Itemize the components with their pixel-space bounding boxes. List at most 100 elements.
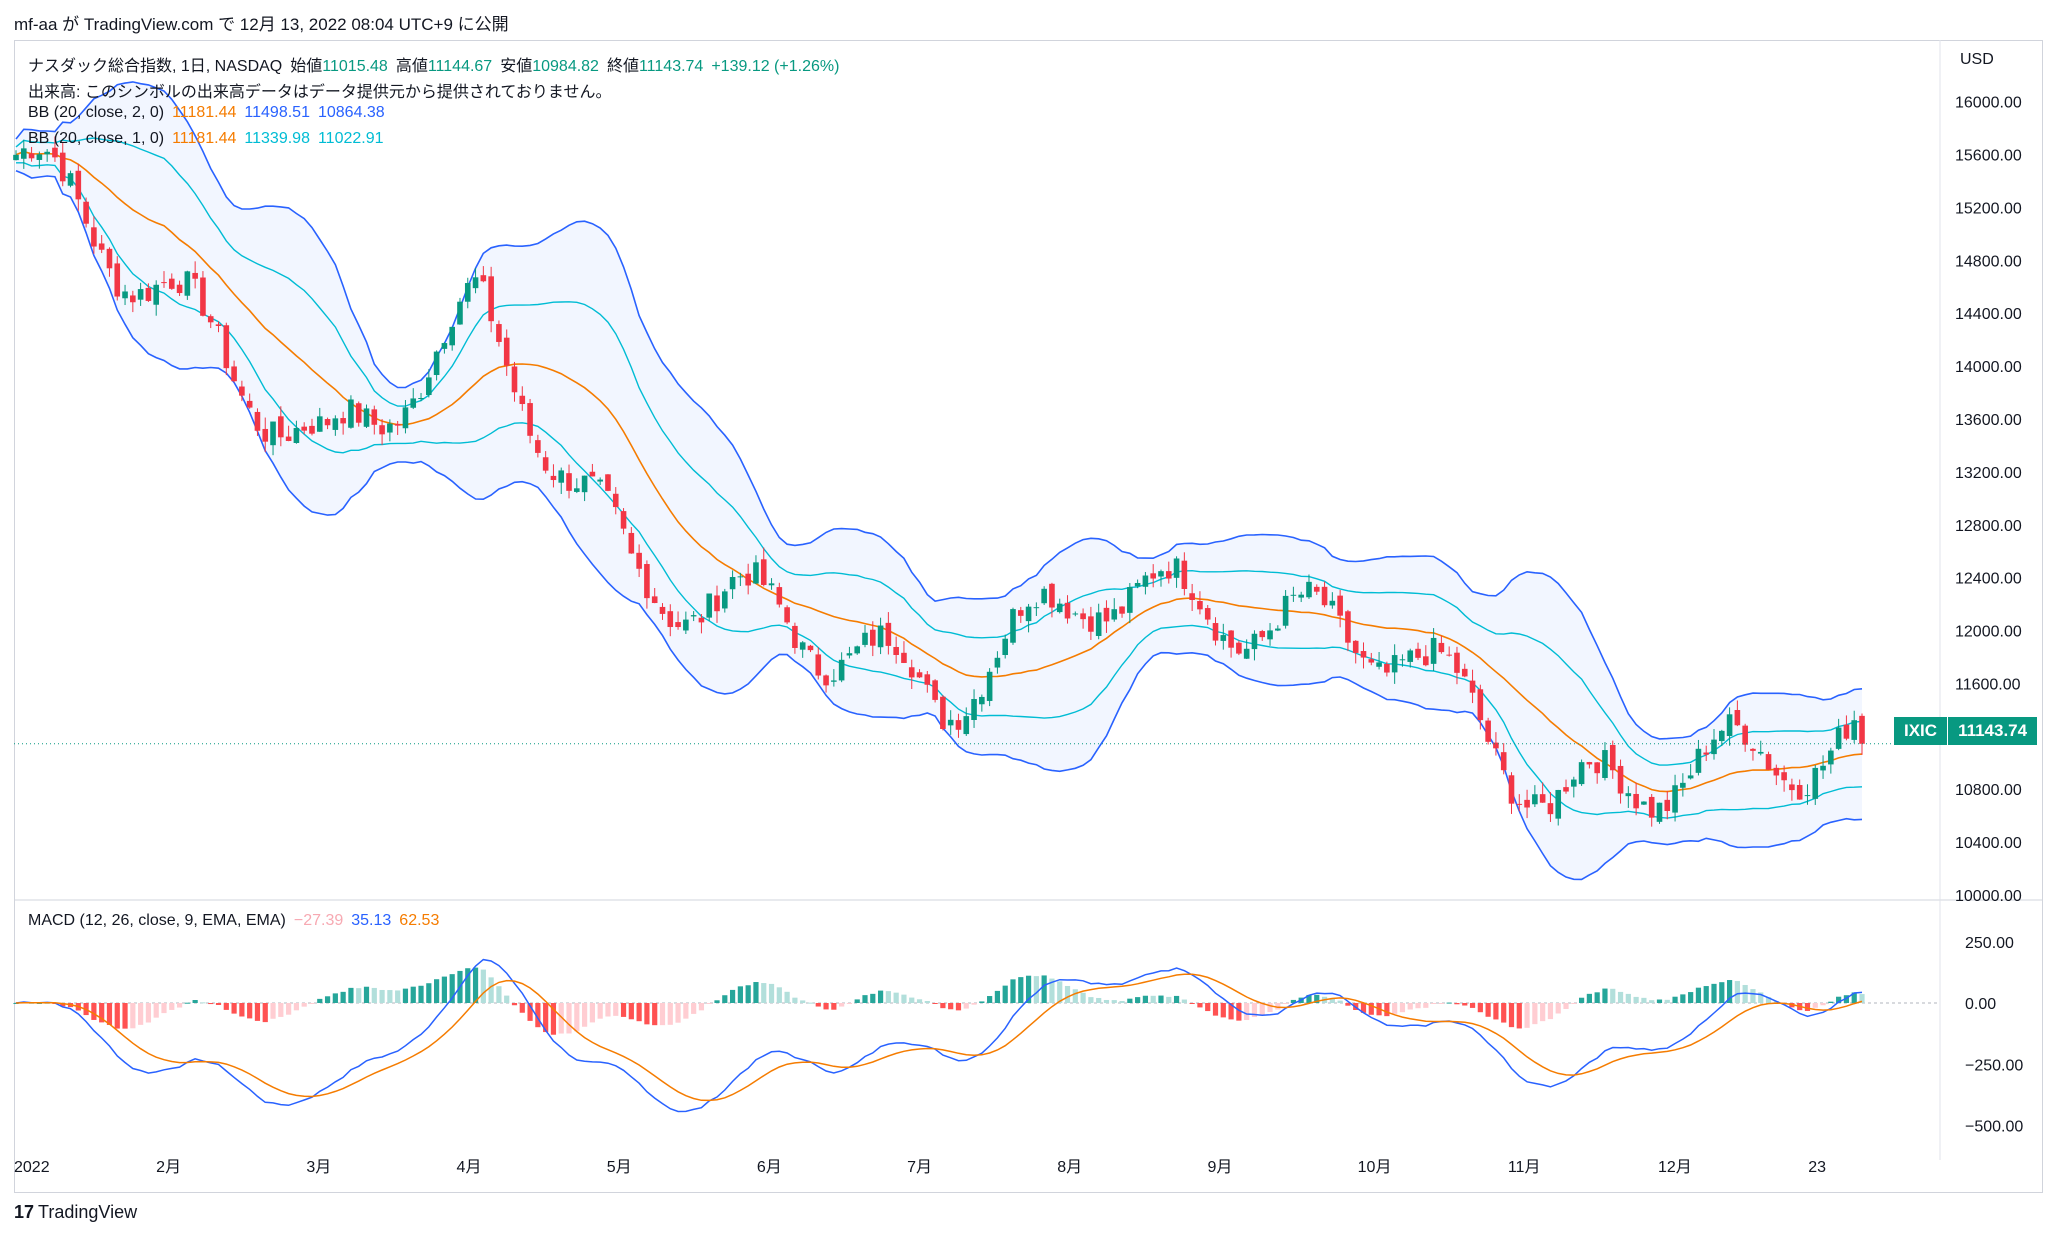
candle-body: [1594, 762, 1600, 774]
symbol-title[interactable]: ナスダック総合指数, 1日, NASDAQ: [28, 58, 283, 75]
macd-histogram-bar: [1189, 1003, 1195, 1004]
candle-body: [1734, 710, 1741, 726]
macd-histogram-bar: [519, 1003, 525, 1013]
candle-body: [246, 400, 253, 408]
candle-body: [955, 720, 962, 730]
candle-body: [1197, 601, 1203, 610]
candle-body: [1812, 767, 1819, 799]
time-tick-label: 10月: [1358, 1159, 1392, 1176]
macd-histogram-bar: [566, 1003, 572, 1034]
open-label: 始値: [290, 58, 323, 75]
macd-histogram-bar: [667, 1003, 673, 1025]
bb1-upper: 11339.98: [244, 130, 310, 147]
candle-body: [1049, 583, 1055, 608]
candle-body: [1843, 724, 1850, 739]
macd-histogram-bar: [1734, 981, 1740, 1003]
candle-body: [636, 552, 642, 569]
low-label: 安値: [500, 58, 533, 75]
macd-histogram-bar: [854, 999, 860, 1003]
macd-label: MACD (12, 26, close, 9, EMA, EMA): [28, 912, 286, 929]
candle-body: [457, 301, 463, 325]
candle-body: [1189, 593, 1195, 600]
candle-body: [1851, 720, 1858, 740]
macd-histogram-bar: [714, 1000, 720, 1003]
candle-body: [698, 617, 705, 623]
macd-histogram-bar: [948, 1003, 954, 1010]
tradingview-logo-icon: 17: [14, 1202, 35, 1222]
candle-body: [59, 152, 66, 182]
candle-body: [1773, 767, 1780, 776]
macd-histogram-bar: [753, 982, 759, 1003]
candle-body: [1220, 635, 1227, 641]
candle-body: [815, 654, 822, 676]
candle-body: [371, 409, 378, 425]
macd-histogram-bar: [1493, 1003, 1499, 1020]
candle-body: [106, 248, 113, 269]
macd-histogram-bar: [1477, 1003, 1483, 1013]
candle-body: [278, 416, 284, 438]
price-tick-label: 13600.00: [1955, 412, 2022, 429]
candle-body: [1781, 772, 1787, 781]
macd-histogram-bar: [1111, 1000, 1117, 1003]
time-tick-label: 23: [1808, 1159, 1826, 1176]
macd-histogram-bar: [387, 990, 393, 1003]
macd-histogram-bar: [1283, 1003, 1289, 1004]
macd-histogram-bar: [254, 1003, 261, 1021]
time-tick-label: 11月: [1508, 1159, 1541, 1176]
candle-body: [979, 696, 985, 705]
macd-histogram-bar: [815, 1003, 821, 1007]
candle-body: [1002, 638, 1009, 656]
macd-histogram-bar: [1454, 1003, 1460, 1005]
bb-upper-2-line: [15, 81, 1863, 740]
macd-histogram-bar: [176, 1003, 183, 1008]
candle-body: [1088, 616, 1094, 632]
macd-histogram-bar: [1804, 1003, 1811, 1011]
macd-histogram-bar: [1485, 1003, 1491, 1017]
macd-histogram-bar: [449, 974, 455, 1003]
macd-histogram-bar: [792, 997, 798, 1003]
candle-body: [589, 471, 596, 477]
macd-histogram-bar: [1275, 1003, 1281, 1010]
macd-histogram-bar: [1508, 1003, 1515, 1028]
candle-body: [301, 426, 307, 431]
candle-body: [83, 201, 89, 224]
candle-body: [542, 457, 549, 471]
macd-legend[interactable]: MACD (12, 26, close, 9, EMA, EMA) −27.39 3…: [28, 912, 447, 930]
bb2-mid: 11181.44: [172, 104, 237, 121]
macd-histogram-bar: [356, 988, 362, 1003]
candle-body: [651, 596, 658, 604]
macd-histogram-bar: [652, 1003, 658, 1026]
macd-histogram-bar: [644, 1003, 650, 1025]
macd-histogram-bar: [1726, 980, 1733, 1003]
macd-histogram-bar: [1758, 992, 1764, 1003]
candle-body: [316, 416, 323, 432]
macd-histogram-bar: [1236, 1003, 1242, 1021]
footer-brand[interactable]: 17 TradingView: [14, 1202, 137, 1228]
candle-body: [714, 595, 720, 612]
bb1-legend[interactable]: BB (20, close, 1, 0) 11181.44 11339.98 1102…: [28, 130, 392, 148]
bb2-legend[interactable]: BB (20, close, 2, 0) 11181.44 11498.51 1086…: [28, 104, 393, 122]
time-tick-label: 5月: [607, 1159, 632, 1176]
macd-histogram-bar: [262, 1003, 268, 1023]
price-tick-label: 12000.00: [1955, 624, 2022, 641]
candle-body: [690, 615, 697, 617]
macd-histogram-bar: [1547, 1003, 1554, 1020]
candle-body: [28, 153, 35, 159]
candle-body: [1298, 594, 1304, 598]
macd-line: [15, 958, 1863, 1113]
candle-body: [1399, 659, 1406, 661]
macd-histogram-bar: [558, 1003, 564, 1034]
macd-histogram-bar: [1540, 1003, 1546, 1022]
candle-body: [1578, 762, 1585, 785]
change-value: +139.12 (+1.26%): [711, 58, 840, 75]
candle-body: [1602, 750, 1608, 778]
candle-body: [1352, 640, 1359, 653]
macd-histogram-bar: [1431, 1003, 1437, 1004]
candle-body: [145, 287, 152, 301]
candle-body: [1072, 613, 1079, 615]
macd-histogram-bar: [91, 1003, 97, 1020]
macd-histogram-bar: [1578, 997, 1585, 1003]
candle-body: [192, 272, 198, 279]
candle-body: [644, 564, 650, 599]
